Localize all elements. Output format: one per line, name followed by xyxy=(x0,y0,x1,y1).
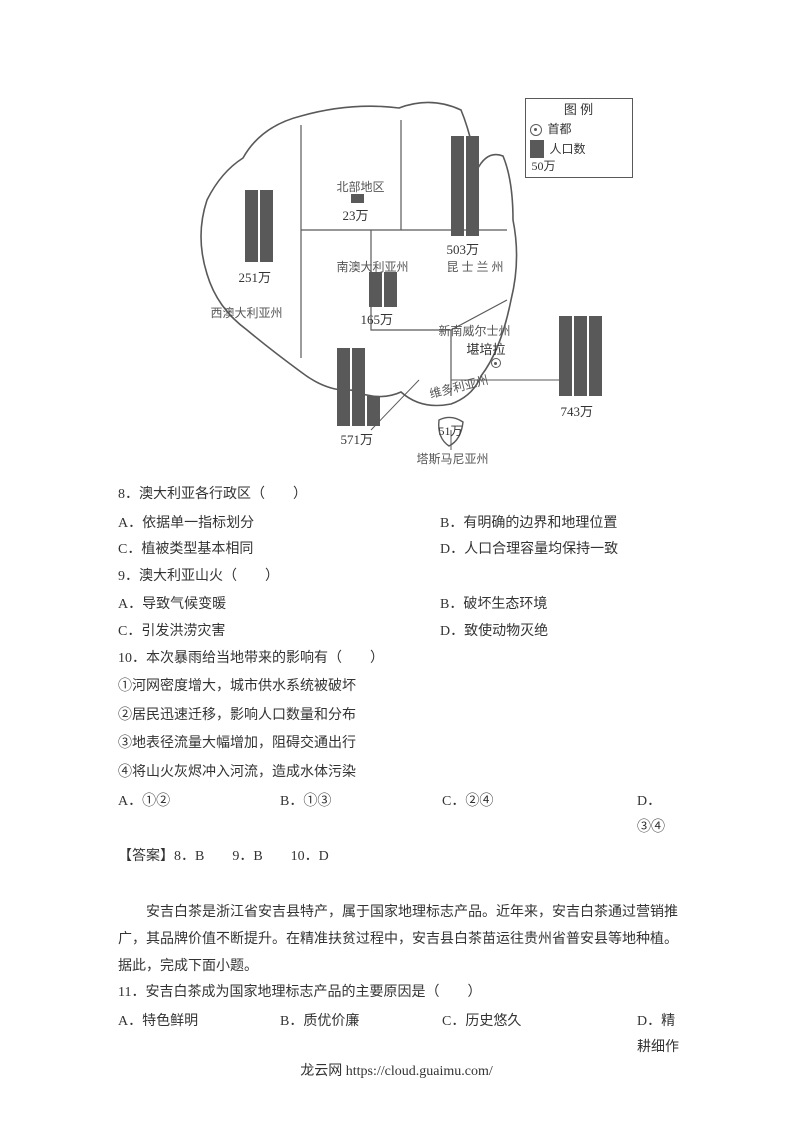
capital-marker xyxy=(491,358,501,368)
q11-opt-b: B．质优价廉 xyxy=(280,1009,442,1062)
pop-tas: 51万 xyxy=(439,420,463,443)
pop-nt: 23万 xyxy=(343,204,369,229)
page-footer: 龙云网 https://cloud.guaimu.com/ xyxy=(0,1059,793,1086)
q10-s2: ②居民迅速迁移，影响人口数量和分布 xyxy=(118,703,683,730)
q8-opt-a: A．依据单一指标划分 xyxy=(118,511,440,538)
q9-opt-a: A．导致气候变暖 xyxy=(118,592,440,619)
capital-symbol xyxy=(530,124,542,136)
map-legend: 图 例 首都 人口数 50万 xyxy=(525,98,633,178)
q10-opt-b: B．①③ xyxy=(280,789,442,842)
region-qld: 昆 士 兰 州 xyxy=(447,256,504,279)
q10-s3: ③地表径流量大幅增加，阻碍交通出行 xyxy=(118,731,683,758)
australia-map: 图 例 首都 人口数 50万 北部地区 23万 251万 西澳大利亚州 南澳大利… xyxy=(151,80,651,470)
q8-opt-c: C．植被类型基本相同 xyxy=(118,537,440,564)
q8-stem: 8．澳大利亚各行政区（ ） xyxy=(118,482,683,509)
q8-opt-d: D．人口合理容量均保持一致 xyxy=(440,537,683,564)
q10-s4: ④将山火灰烬冲入河流，造成水体污染 xyxy=(118,760,683,787)
pop-wa: 251万 xyxy=(239,266,272,291)
passage-anji: 安吉白茶是浙江省安吉县特产，属于国家地理标志产品。近年来，安吉白茶通过营销推广，… xyxy=(118,900,683,980)
pop-vic: 571万 xyxy=(341,428,374,453)
legend-title: 图 例 xyxy=(530,101,628,119)
bar-nsw xyxy=(559,316,602,396)
q9-opt-b: B．破坏生态环境 xyxy=(440,592,683,619)
q8-opt-b: B．有明确的边界和地理位置 xyxy=(440,511,683,538)
q10-opt-a: A．①② xyxy=(118,789,280,842)
bar-wa xyxy=(245,190,273,262)
q9-stem: 9．澳大利亚山火（ ） xyxy=(118,564,683,591)
pop-sa: 165万 xyxy=(361,308,394,333)
bar-nt xyxy=(351,194,364,203)
q10-stem: 10．本次暴雨给当地带来的影响有（ ） xyxy=(118,646,683,673)
q9-opt-c: C．引发洪涝灾害 xyxy=(118,619,440,646)
legend-capital-label: 首都 xyxy=(548,121,572,138)
q11-opt-d: D．精耕细作 xyxy=(637,1009,683,1062)
legend-population-label: 人口数 xyxy=(550,141,586,158)
q10-s1: ①河网密度增大，城市供水系统被破坏 xyxy=(118,674,683,701)
bar-qld xyxy=(451,136,479,236)
answers-8-10: 【答案】8．B 9．B 10．D xyxy=(118,844,683,871)
legend-scale: 50万 xyxy=(532,158,628,175)
region-tas: 塔斯马尼亚州 xyxy=(417,448,489,471)
q11-opt-a: A．特色鲜明 xyxy=(118,1009,280,1062)
bar-sa xyxy=(369,272,397,307)
q11-stem: 11．安吉白茶成为国家地理标志产品的主要原因是（ ） xyxy=(118,980,683,1007)
q11-opt-c: C．历史悠久 xyxy=(442,1009,637,1062)
bar-vic xyxy=(337,348,380,426)
q10-opt-c: C．②④ xyxy=(442,789,637,842)
q9-opt-d: D．致使动物灭绝 xyxy=(440,619,683,646)
region-wa: 西澳大利亚州 xyxy=(211,302,283,325)
q10-opt-d: D．③④ xyxy=(637,789,683,842)
pop-nsw: 743万 xyxy=(561,400,594,425)
population-bar-symbol xyxy=(530,140,544,158)
